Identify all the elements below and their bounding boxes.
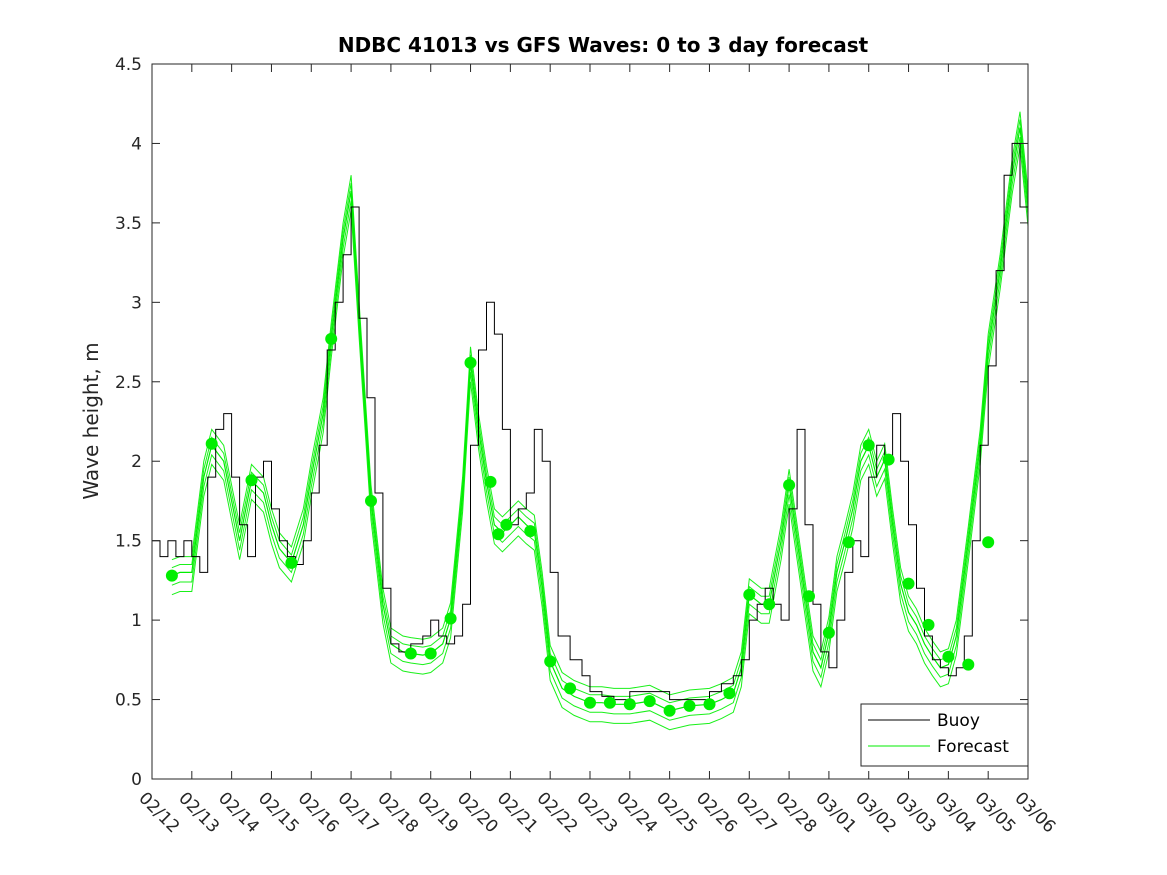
chart-title: NDBC 41013 vs GFS Waves: 0 to 3 day fore… [338, 33, 869, 57]
y-tick-label: 3 [131, 293, 142, 313]
forecast-marker [165, 569, 178, 582]
forecast-marker [492, 528, 505, 541]
forecast-run-line [171, 119, 1029, 704]
y-axis-label: Wave height, m [79, 342, 103, 499]
forecast-marker [444, 612, 457, 625]
forecast-marker [783, 479, 796, 492]
forecast-marker [365, 494, 377, 507]
forecast-marker [484, 475, 497, 488]
forecast-marker [862, 439, 875, 452]
series-layer [152, 111, 1029, 731]
forecast-run-line [171, 146, 1029, 731]
forecast-marker [982, 536, 995, 549]
forecast-marker [822, 626, 835, 639]
y-tick-label: 2.5 [115, 373, 142, 393]
forecast-marker [763, 598, 776, 611]
forecast-marker [743, 588, 756, 601]
forecast-marker [404, 647, 417, 660]
forecast-marker [643, 695, 656, 708]
legend-box [860, 703, 1029, 767]
forecast-marker [663, 704, 676, 717]
forecast-marker [464, 356, 477, 369]
forecast-marker [285, 556, 298, 569]
forecast-marker [902, 577, 915, 590]
y-tick-label: 2 [131, 452, 142, 472]
y-tick-label: 3.5 [115, 214, 142, 234]
forecast-marker [882, 453, 895, 466]
y-tick-label: 0 [131, 770, 142, 790]
y-tick-label: 4.5 [115, 55, 142, 75]
forecast-marker [500, 518, 513, 531]
forecast-marker [424, 647, 437, 660]
forecast-marker [922, 618, 935, 631]
forecast-marker [803, 590, 815, 603]
forecast-marker [564, 682, 577, 695]
plot-area [152, 64, 1028, 779]
y-tick-label: 1.5 [115, 532, 142, 552]
marker-layer [165, 332, 995, 717]
forecast-marker [623, 698, 636, 711]
forecast-marker [942, 650, 955, 663]
y-tick-label: 0.5 [115, 691, 142, 711]
forecast-marker [325, 332, 338, 345]
forecast-marker [842, 536, 855, 549]
legend-label-forecast: Forecast [937, 737, 1009, 757]
forecast-marker [603, 696, 616, 709]
y-axis: 0 0.5 1 1.5 2 2.5 3 3.5 4 4.5 [115, 55, 1028, 790]
forecast-marker [584, 696, 596, 709]
forecast-marker [524, 525, 537, 538]
forecast-marker [245, 474, 258, 487]
legend-label-buoy: Buoy [937, 711, 980, 731]
buoy-series-line [152, 142, 1029, 701]
y-tick-label: 4 [131, 134, 142, 154]
y-tick-label: 1 [131, 611, 142, 631]
forecast-run-line [171, 137, 1029, 721]
forecast-marker [723, 687, 736, 700]
forecast-marker [544, 655, 557, 668]
forecast-marker [962, 658, 975, 671]
forecast-marker [683, 699, 696, 712]
legend: Buoy Forecast [860, 703, 1029, 767]
forecast-marker [703, 698, 716, 711]
forecast-marker [205, 437, 218, 450]
